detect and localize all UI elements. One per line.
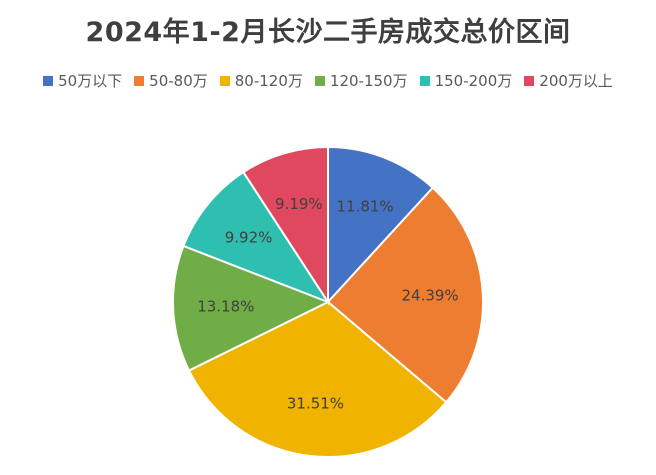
slice-value-label: 9.92%	[225, 229, 273, 247]
legend: 50万以下 50-80万 80-120万 120-150万 150-200万 2…	[0, 70, 656, 91]
legend-label: 50万以下	[58, 72, 123, 90]
legend-label: 120-150万	[329, 72, 408, 90]
legend-swatch	[134, 75, 145, 86]
slice-value-label: 31.51%	[287, 395, 344, 413]
legend-label: 80-120万	[234, 72, 303, 90]
pie-slice	[187, 300, 448, 458]
legend-label: 200万以上	[539, 72, 613, 90]
legend-item: 120-150万	[314, 70, 408, 91]
pie-slice	[172, 244, 331, 372]
slice-value-label: 13.18%	[197, 297, 254, 315]
legend-swatch	[419, 75, 430, 86]
legend-swatch	[43, 75, 54, 86]
legend-item: 80-120万	[219, 70, 303, 91]
slice-value-label: 24.39%	[401, 287, 458, 305]
pie-slice	[182, 170, 331, 305]
legend-item: 150-200万	[419, 70, 513, 91]
pie-slice	[326, 186, 484, 404]
slice-value-label: 11.81%	[336, 198, 393, 216]
pie-slice	[327, 145, 435, 305]
legend-swatch	[219, 75, 230, 86]
chart-title: 2024年1-2月长沙二手房成交总价区间	[85, 17, 571, 48]
pie-slice	[242, 145, 329, 306]
legend-item: 200万以上	[524, 70, 613, 91]
slice-value-label: 9.19%	[275, 195, 323, 213]
legend-swatch	[314, 75, 325, 86]
legend-item: 50-80万	[134, 70, 208, 91]
legend-swatch	[524, 75, 535, 86]
legend-label: 50-80万	[149, 72, 208, 90]
legend-label: 150-200万	[434, 72, 513, 90]
legend-item: 50万以下	[43, 70, 122, 91]
